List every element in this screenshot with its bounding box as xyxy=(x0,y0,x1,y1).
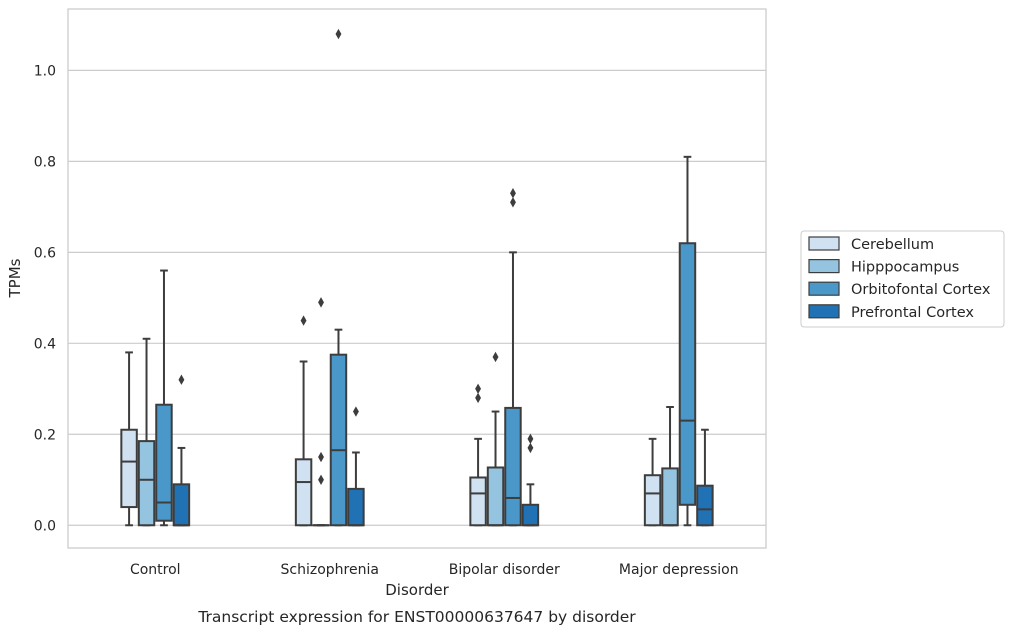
box-body xyxy=(155,403,173,522)
outlier-point xyxy=(300,315,307,326)
box-body xyxy=(137,440,156,527)
box-group xyxy=(347,406,365,527)
y-tick-label: 0.4 xyxy=(34,336,56,352)
box-body xyxy=(678,242,697,506)
box-body xyxy=(347,487,365,527)
outlier-point xyxy=(318,297,324,308)
box-group xyxy=(155,269,173,527)
outlier-point xyxy=(492,351,499,363)
box-group xyxy=(312,297,330,527)
outlier-point xyxy=(527,433,534,445)
box-group xyxy=(469,383,487,527)
chart-caption: Transcript expression for ENST0000063764… xyxy=(197,608,636,626)
box-group xyxy=(678,155,697,527)
y-tick-labels: 0.0 0.2 0.4 0.6 0.8 1.0 xyxy=(34,63,56,534)
outlier-point xyxy=(318,474,324,485)
legend-label: Orbitofontal Cortex xyxy=(851,282,991,298)
x-tick-labels: Control Schizophrenia Bipolar disorder Majo… xyxy=(130,562,739,578)
outlier-point xyxy=(335,28,342,40)
box-group xyxy=(643,437,662,527)
outlier-point xyxy=(352,406,359,417)
legend-label: Cerebellum xyxy=(851,237,934,253)
box-body xyxy=(294,458,313,527)
outlier-point xyxy=(178,374,185,385)
y-axis-label: TPMs xyxy=(6,258,24,298)
outlier-point xyxy=(318,451,324,463)
box-body xyxy=(486,466,505,527)
box-group xyxy=(329,28,348,527)
outlier-point xyxy=(527,442,534,454)
box-group xyxy=(137,337,156,527)
box-body xyxy=(329,353,348,527)
box-body xyxy=(504,406,522,527)
outlier-point xyxy=(475,392,482,404)
legend-swatch xyxy=(808,281,840,296)
outlier-point xyxy=(510,188,516,199)
y-tick-label: 1.0 xyxy=(34,63,56,79)
legend-swatch xyxy=(808,304,840,319)
y-tick-label: 0.2 xyxy=(34,427,56,443)
box-body xyxy=(661,467,679,527)
box-group xyxy=(504,188,522,527)
box-body xyxy=(172,483,191,527)
box-group xyxy=(172,374,191,527)
legend-swatch xyxy=(808,259,840,274)
box-body xyxy=(120,428,138,509)
box-group xyxy=(696,428,714,527)
legend: Cerebellum Hipppocampus Orbitofontal Corte… xyxy=(800,230,1005,328)
box-groups xyxy=(120,28,714,527)
outlier-point xyxy=(475,383,482,395)
box-group xyxy=(486,351,505,527)
box-body xyxy=(643,474,662,527)
outlier-point xyxy=(510,197,516,208)
legend-swatch xyxy=(808,236,840,251)
box-group xyxy=(294,315,313,527)
x-tick-label: Major depression xyxy=(619,562,739,578)
plot-area xyxy=(68,9,766,548)
x-tick-label: Bipolar disorder xyxy=(449,562,560,578)
box-group xyxy=(521,433,540,527)
legend-frame xyxy=(800,230,1005,328)
box-group xyxy=(661,405,679,527)
box-body xyxy=(696,484,714,527)
x-tick-label: Control xyxy=(130,562,181,578)
legend-label: Prefrontal Cortex xyxy=(851,305,974,321)
legend-label: Hipppocampus xyxy=(851,260,959,276)
y-tick-label: 0.6 xyxy=(34,245,56,261)
box-body xyxy=(521,503,540,527)
y-tick-label: 0.8 xyxy=(34,154,56,170)
box-body xyxy=(469,476,487,527)
x-tick-label: Schizophrenia xyxy=(281,562,379,578)
plot-frame xyxy=(67,8,767,549)
x-axis-label: Disorder xyxy=(385,581,449,599)
box-group xyxy=(120,351,138,527)
y-tick-label: 0.0 xyxy=(34,518,56,534)
